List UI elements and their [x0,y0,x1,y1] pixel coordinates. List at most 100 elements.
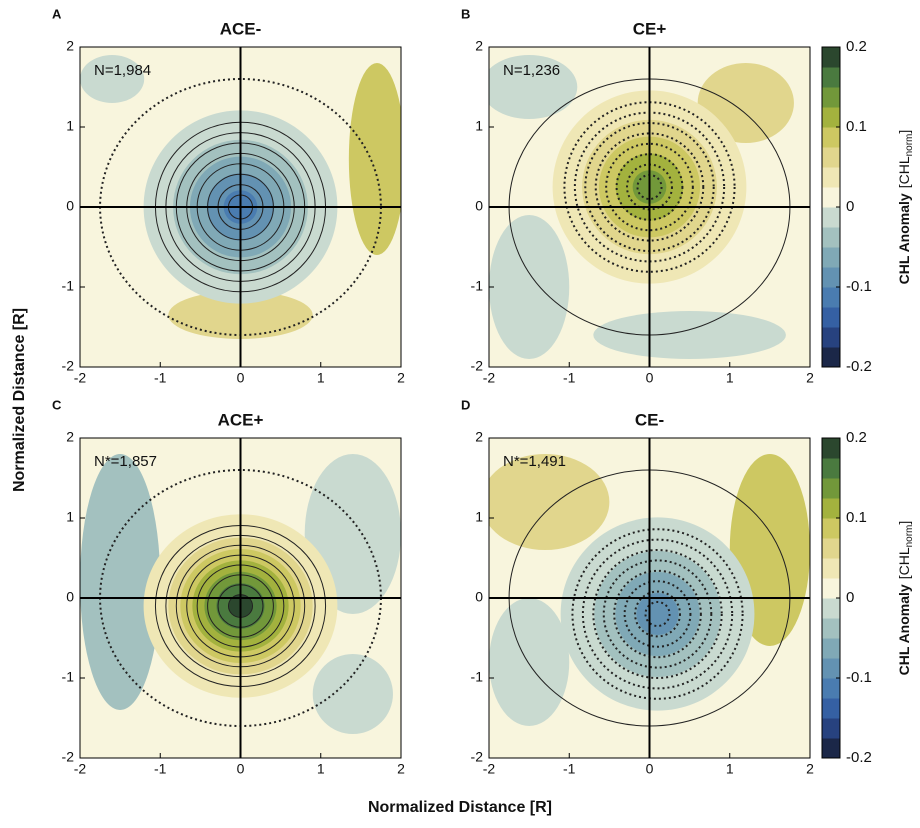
anomaly-patch [489,454,610,550]
colorbar-segment [822,658,840,679]
colorbar-segment [822,718,840,739]
sample-count: N=1,984 [94,62,151,79]
colorbar-tick-label: 0.1 [846,509,867,526]
y-tick-label: 2 [475,38,483,54]
colorbar-label-close: ] [896,521,912,525]
colorbar-segment [822,107,840,128]
ssh-contour [592,549,723,679]
colorbar-tick-label: 0.1 [846,118,867,135]
y-tick-label: -2 [471,749,484,765]
x-tick-label: 0 [237,370,245,386]
panel-label: B [461,6,470,21]
anomaly-patch [80,55,145,103]
x-tick-label: 1 [726,761,734,777]
anomaly-patch [489,215,570,359]
panel-title: CE- [635,410,664,429]
colorbar-tick-label: 0.2 [846,429,867,446]
ssh-contour [613,569,702,659]
panel-label: C [52,397,62,412]
panel: -2 -1 0 1 2 -2 -1 0 1 2 D CE- N*=1,491 -0.2 -0.1 0 0.1 0.… [461,397,915,776]
anomaly-patch [489,55,578,119]
colorbar-segment [822,287,840,308]
colorbar-segment [822,478,840,499]
colorbar-segment [822,738,840,759]
colorbar-segment [822,347,840,368]
y-tick-label: 0 [66,589,74,605]
y-tick-label: 0 [475,198,483,214]
panel-title: ACE+ [218,410,264,429]
panel-title: ACE- [220,19,262,38]
colorbar-label-unit: [CHL [896,547,912,579]
sample-count: N=1,236 [503,62,560,79]
y-tick-label: 2 [66,38,74,54]
colorbar-label-close: ] [896,130,912,134]
colorbar-segment [822,247,840,268]
colorbar-segment [822,227,840,248]
colorbar-segment [822,598,840,619]
y-tick-label: 0 [475,589,483,605]
ssh-contour [634,590,681,638]
colorbar-segment [822,558,840,579]
colorbar-segment [822,47,840,68]
colorbar-segment [822,438,840,459]
colorbar-segment [822,67,840,88]
ssh-contour [581,538,734,690]
ssh-contour [571,528,744,700]
y-tick-label: 1 [66,118,74,134]
y-tick-label: 1 [475,118,483,134]
y-tick-label: 1 [66,509,74,525]
anomaly-contour [636,593,679,635]
colorbar-label-sub: norm [904,134,915,157]
colorbar-segment [822,307,840,328]
colorbar-label: CHL Anomaly [CHLnorm] [896,130,915,285]
colorbar-tick-label: -0.1 [846,669,872,686]
colorbar-segment [822,698,840,719]
panel: -2 -1 0 1 2 -2 -1 0 1 2 C ACE+ N*=1,857 [52,397,405,776]
x-tick-label: 2 [397,370,405,386]
ssh-contour [644,601,671,627]
anomaly-patch [593,311,786,359]
colorbar-segment [822,618,840,639]
x-tick-label: 1 [726,370,734,386]
x-tick-label: -2 [483,761,496,777]
colorbar-segment [822,187,840,208]
x-tick-label: 0 [646,370,654,386]
colorbar-segment [822,147,840,168]
x-axis-label: Normalized Distance [R] [368,799,552,816]
x-tick-label: -2 [74,370,87,386]
colorbar-segment [822,518,840,539]
colorbar-segment [822,207,840,228]
anomaly-patch [489,598,570,726]
colorbar-segment [822,538,840,559]
sample-count: N*=1,491 [503,453,566,470]
ssh-contour [602,559,713,669]
colorbar-tick-label: 0 [846,589,854,606]
anomaly-patch [80,454,161,710]
colorbar-segment [822,578,840,599]
colorbar-tick-label: -0.2 [846,749,872,766]
y-tick-label: -1 [62,669,75,685]
colorbar-segment [822,638,840,659]
colorbar-segment [822,327,840,348]
y-tick-label: -2 [471,358,484,374]
x-tick-label: 2 [397,761,405,777]
colorbar-tick-label: 0 [846,198,854,215]
ssh-contour [563,101,736,273]
y-tick-label: -2 [62,358,75,374]
x-tick-label: 0 [646,761,654,777]
x-tick-label: 1 [317,761,325,777]
anomaly-patch [312,654,393,734]
y-tick-label: -1 [471,669,484,685]
colorbar-tick-label: -0.2 [846,358,872,375]
colorbar-segment [822,167,840,188]
panel: -2 -1 0 1 2 -2 -1 0 1 2 B CE+ N=1,236 -0.2 -0.1 0 0.1 0.2… [461,6,915,385]
colorbar-segment [822,458,840,479]
colorbar-segment [822,678,840,699]
y-tick-label: 2 [475,429,483,445]
y-tick-label: -1 [471,278,484,294]
y-tick-label: 1 [475,509,483,525]
x-tick-label: -1 [154,761,167,777]
x-tick-label: 2 [806,370,814,386]
ssh-contour [605,142,694,232]
